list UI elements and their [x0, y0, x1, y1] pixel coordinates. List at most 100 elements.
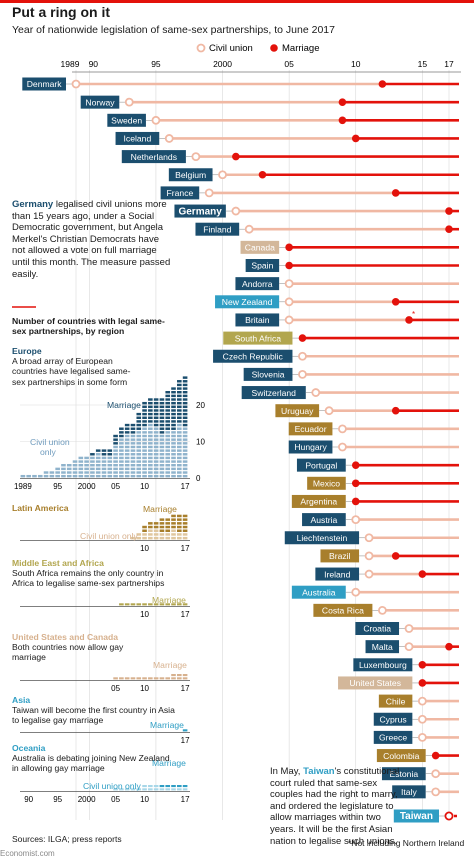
- country-label-box: [235, 277, 280, 291]
- bar-cell-marriage: [142, 405, 147, 409]
- bar-cell-marriage: [142, 677, 147, 680]
- bar-cell-civil-union: [119, 464, 124, 467]
- country-label-box: [22, 77, 66, 91]
- bar-cell-civil-union: [84, 471, 89, 474]
- bar-cell-marriage: [136, 412, 142, 416]
- bar-cell-marriage: [159, 525, 165, 529]
- bar-cell-civil-union: [171, 529, 176, 532]
- legend-civil-marker: [196, 43, 206, 53]
- panel-usca-title: United States and Canada: [12, 632, 119, 642]
- bar-x-tick: 17: [181, 610, 190, 619]
- bar-cell-civil-union: [148, 427, 153, 430]
- bar-cell-civil-union: [142, 471, 147, 474]
- civil-union-point: [324, 406, 334, 416]
- bar-x-tick: 17: [181, 482, 190, 491]
- bar-cell-civil-union: [101, 456, 107, 460]
- country-label-box: [213, 349, 293, 363]
- bar-cell-civil-union: [148, 442, 153, 445]
- bar-cell-marriage: [130, 427, 136, 430]
- bar-cell-marriage: [148, 525, 153, 529]
- bar-cell-civil-union: [171, 471, 176, 474]
- bar-cell-civil-union: [159, 467, 165, 471]
- bar-cell-marriage: [153, 416, 159, 419]
- civil-union-point: [417, 714, 427, 724]
- bar-cell-marriage: [113, 442, 118, 445]
- bar-cell-marriage: [177, 409, 182, 412]
- bar-cell-marriage: [165, 525, 171, 529]
- bar-cell-civil-union: [148, 788, 153, 791]
- bar-cell-marriage: [177, 416, 182, 419]
- bar-cell-civil-union: [124, 464, 130, 467]
- bar-cell-marriage: [165, 529, 171, 532]
- bar-cell-marriage: [142, 416, 147, 419]
- bar-cell-civil-union: [119, 467, 124, 471]
- bar-cell-civil-union: [130, 471, 136, 474]
- country-label-box: [365, 640, 400, 654]
- bar-cell-civil-union: [165, 467, 171, 471]
- bar-cell-civil-union: [72, 471, 78, 474]
- country-label: Taiwan: [400, 811, 433, 822]
- x-tick-label: 15: [418, 59, 428, 69]
- bar-cell-marriage: [124, 431, 130, 434]
- country-label-box: [353, 658, 413, 672]
- bar-cell-civil-union: [165, 456, 171, 460]
- bar-cell-civil-union: [159, 438, 165, 441]
- bar-y-tick: 10: [196, 438, 205, 447]
- bar-cell-civil-union: [142, 474, 147, 478]
- bar-x-tick: 2000: [78, 482, 96, 491]
- civil-union-point: [404, 642, 414, 652]
- bar-cell-civil-union: [165, 471, 171, 474]
- country-label: Costa Rica: [322, 606, 364, 616]
- bar-x-tick: 05: [111, 684, 120, 693]
- bar-cell-civil-union: [159, 464, 165, 467]
- marriage-point: [298, 334, 307, 342]
- bar-cell-marriage: [171, 514, 176, 518]
- bar-cell-civil-union: [136, 449, 142, 452]
- bar-cell-civil-union: [148, 464, 153, 467]
- bar-cell-civil-union: [153, 456, 159, 460]
- country-label-box: [107, 113, 146, 127]
- bar-cell-marriage: [171, 522, 176, 525]
- x-tick-label: 1989: [61, 59, 80, 69]
- series-annotation: Civil union only: [80, 531, 139, 541]
- country-label-box: [373, 712, 413, 726]
- country-label-box: [160, 186, 200, 200]
- credit: Economist.com: [0, 849, 55, 858]
- bar-cell-civil-union: [165, 460, 171, 463]
- country-label: Switzerland: [252, 388, 297, 398]
- page-title: Put a ring on it: [12, 4, 110, 20]
- civil-union-point: [218, 170, 227, 180]
- bar-cell-civil-union: [124, 460, 130, 463]
- bar-cell-civil-union: [101, 471, 107, 474]
- bar-cell-civil-union: [119, 474, 124, 478]
- bar-cell-civil-union: [136, 434, 142, 438]
- bar-y-tick: 20: [196, 401, 205, 410]
- bar-cell-civil-union: [142, 438, 147, 441]
- bar-cell-civil-union: [159, 434, 165, 438]
- marriage-point: [418, 679, 427, 687]
- bar-cell-marriage: [177, 420, 182, 423]
- bar-cell-civil-union: [136, 474, 142, 478]
- bar-cell-civil-union: [136, 438, 142, 441]
- footnote: *Not including Northern Ireland: [348, 838, 465, 848]
- country-label: Argentina: [300, 497, 337, 507]
- bar-cell-marriage: [182, 423, 188, 427]
- bar-cell-civil-union: [124, 456, 130, 460]
- country-label: Croatia: [363, 624, 391, 634]
- bar-cell-civil-union: [153, 474, 159, 478]
- country-label: Greece: [379, 733, 407, 743]
- country-label-box: [378, 694, 413, 708]
- bar-cell-marriage: [159, 405, 165, 409]
- civil-union-point: [417, 696, 427, 706]
- bar-cell-marriage: [153, 405, 159, 409]
- bar-cell-civil-union: [148, 460, 153, 463]
- bar-cell-marriage: [113, 434, 118, 438]
- marriage-point: [338, 98, 347, 106]
- bar-cell-civil-union: [148, 474, 153, 478]
- country-label: Spain: [251, 261, 273, 271]
- bar-cell-marriage: [159, 420, 165, 423]
- bar-cell-civil-union: [177, 453, 182, 456]
- panel-oceania-note: Australia is debating joining New Zealan…: [12, 753, 170, 774]
- bar-cell-marriage: [165, 427, 171, 430]
- civil-union-point: [191, 152, 201, 162]
